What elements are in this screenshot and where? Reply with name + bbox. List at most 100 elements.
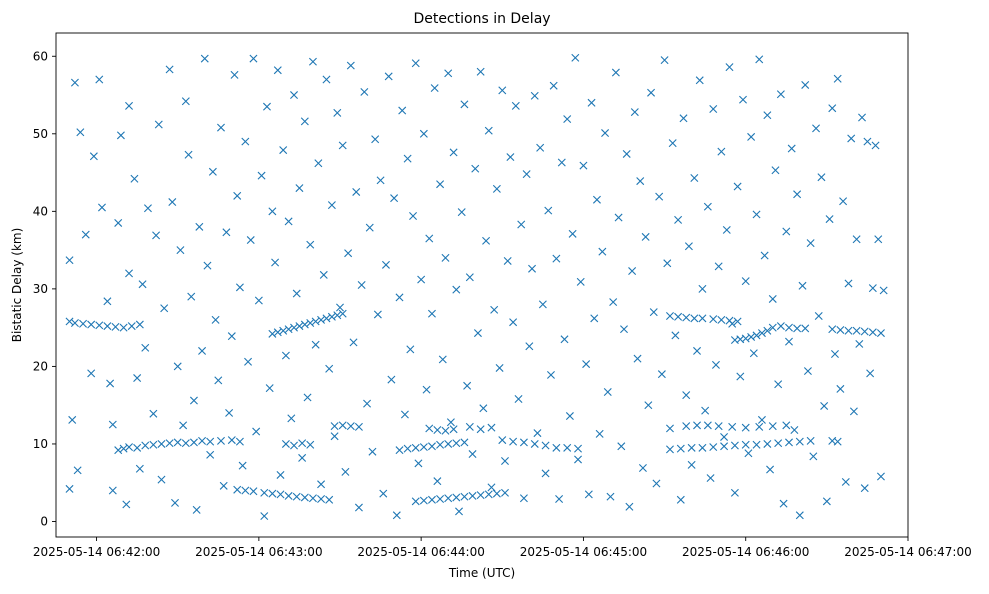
axes: 2025-05-14 06:42:00 2025-05-14 06:43:00 20… [33, 32, 972, 559]
data-point [544, 206, 553, 215]
data-point [227, 332, 236, 341]
data-point [647, 88, 656, 97]
data-point [495, 363, 504, 372]
data-point [330, 422, 339, 431]
data-point [327, 201, 336, 210]
data-point [722, 225, 731, 234]
y-tick-label: 20 [33, 359, 48, 373]
y-tick-label: 50 [33, 127, 48, 141]
data-point [373, 310, 382, 319]
data-point [736, 372, 745, 381]
data-point [874, 235, 883, 244]
data-point [173, 362, 182, 371]
data-point [230, 70, 239, 79]
data-point [273, 66, 282, 75]
data-point [306, 440, 315, 449]
data-point [235, 437, 244, 446]
data-point [822, 497, 831, 506]
data-point [465, 273, 474, 282]
data-point [785, 438, 793, 447]
data-point [490, 305, 499, 314]
data-point [479, 404, 488, 413]
data-point [868, 328, 877, 337]
data-point [660, 56, 669, 65]
data-point [755, 55, 764, 64]
data-point [357, 281, 366, 289]
data-point [601, 129, 610, 138]
data-point [322, 314, 331, 323]
data-point [641, 232, 650, 241]
data-point [346, 422, 355, 431]
data-point [833, 74, 842, 83]
data-point [806, 436, 815, 445]
data-point [79, 319, 88, 328]
data-point [863, 137, 872, 146]
data-point [717, 315, 726, 324]
data-point [519, 494, 528, 503]
data-point [262, 102, 271, 111]
data-point [354, 422, 363, 431]
data-point [292, 492, 301, 501]
data-point [717, 147, 726, 156]
data-point [241, 486, 250, 495]
data-point [579, 161, 588, 170]
data-point [281, 351, 290, 360]
data-point [252, 427, 261, 436]
data-point [752, 210, 761, 219]
data-point [876, 472, 885, 481]
data-point [744, 449, 753, 458]
data-point [541, 469, 550, 478]
data-point [452, 439, 461, 448]
data-point [203, 261, 212, 270]
data-point [644, 401, 653, 410]
data-point [749, 349, 758, 358]
data-point [308, 57, 317, 66]
data-point [65, 317, 74, 326]
data-point [614, 213, 623, 222]
chart-title: Detections in Delay [413, 11, 550, 27]
data-point [441, 253, 450, 262]
data-point [65, 256, 74, 265]
data-point [455, 507, 463, 516]
data-point [311, 340, 320, 349]
data-point [457, 208, 466, 217]
data-point [501, 457, 509, 466]
data-point [411, 497, 420, 506]
data-point [757, 329, 766, 338]
data-point [763, 111, 772, 120]
y-tick-label: 30 [33, 282, 48, 296]
data-point [709, 315, 718, 324]
data-point [198, 346, 207, 355]
data-point [292, 289, 301, 298]
plot-frame [55, 32, 909, 538]
data-point [655, 192, 664, 201]
data-point [779, 499, 788, 508]
data-point [628, 267, 637, 276]
data-point [820, 401, 829, 410]
data-point [563, 115, 572, 124]
data-point [433, 477, 442, 486]
data-point [617, 442, 626, 451]
data-point [465, 422, 474, 431]
x-axis-label: Time (UTC) [448, 566, 515, 580]
data-point [143, 204, 152, 213]
data-point [741, 334, 750, 343]
data-point [476, 425, 485, 434]
data-point [476, 491, 485, 500]
x-tick-label: 2025-05-14 06:42:00 [33, 545, 160, 559]
data-point [530, 439, 539, 448]
data-point [468, 450, 477, 459]
data-point [841, 477, 850, 486]
data-point [108, 486, 117, 495]
data-point [511, 101, 520, 110]
data-point [268, 207, 277, 216]
data-point [460, 100, 469, 109]
data-point [446, 418, 455, 427]
data-point [801, 80, 810, 89]
data-point [333, 311, 342, 320]
data-point [730, 488, 739, 497]
data-point [776, 90, 785, 99]
data-point [473, 329, 482, 338]
data-point [152, 231, 161, 240]
data-point [200, 54, 209, 63]
